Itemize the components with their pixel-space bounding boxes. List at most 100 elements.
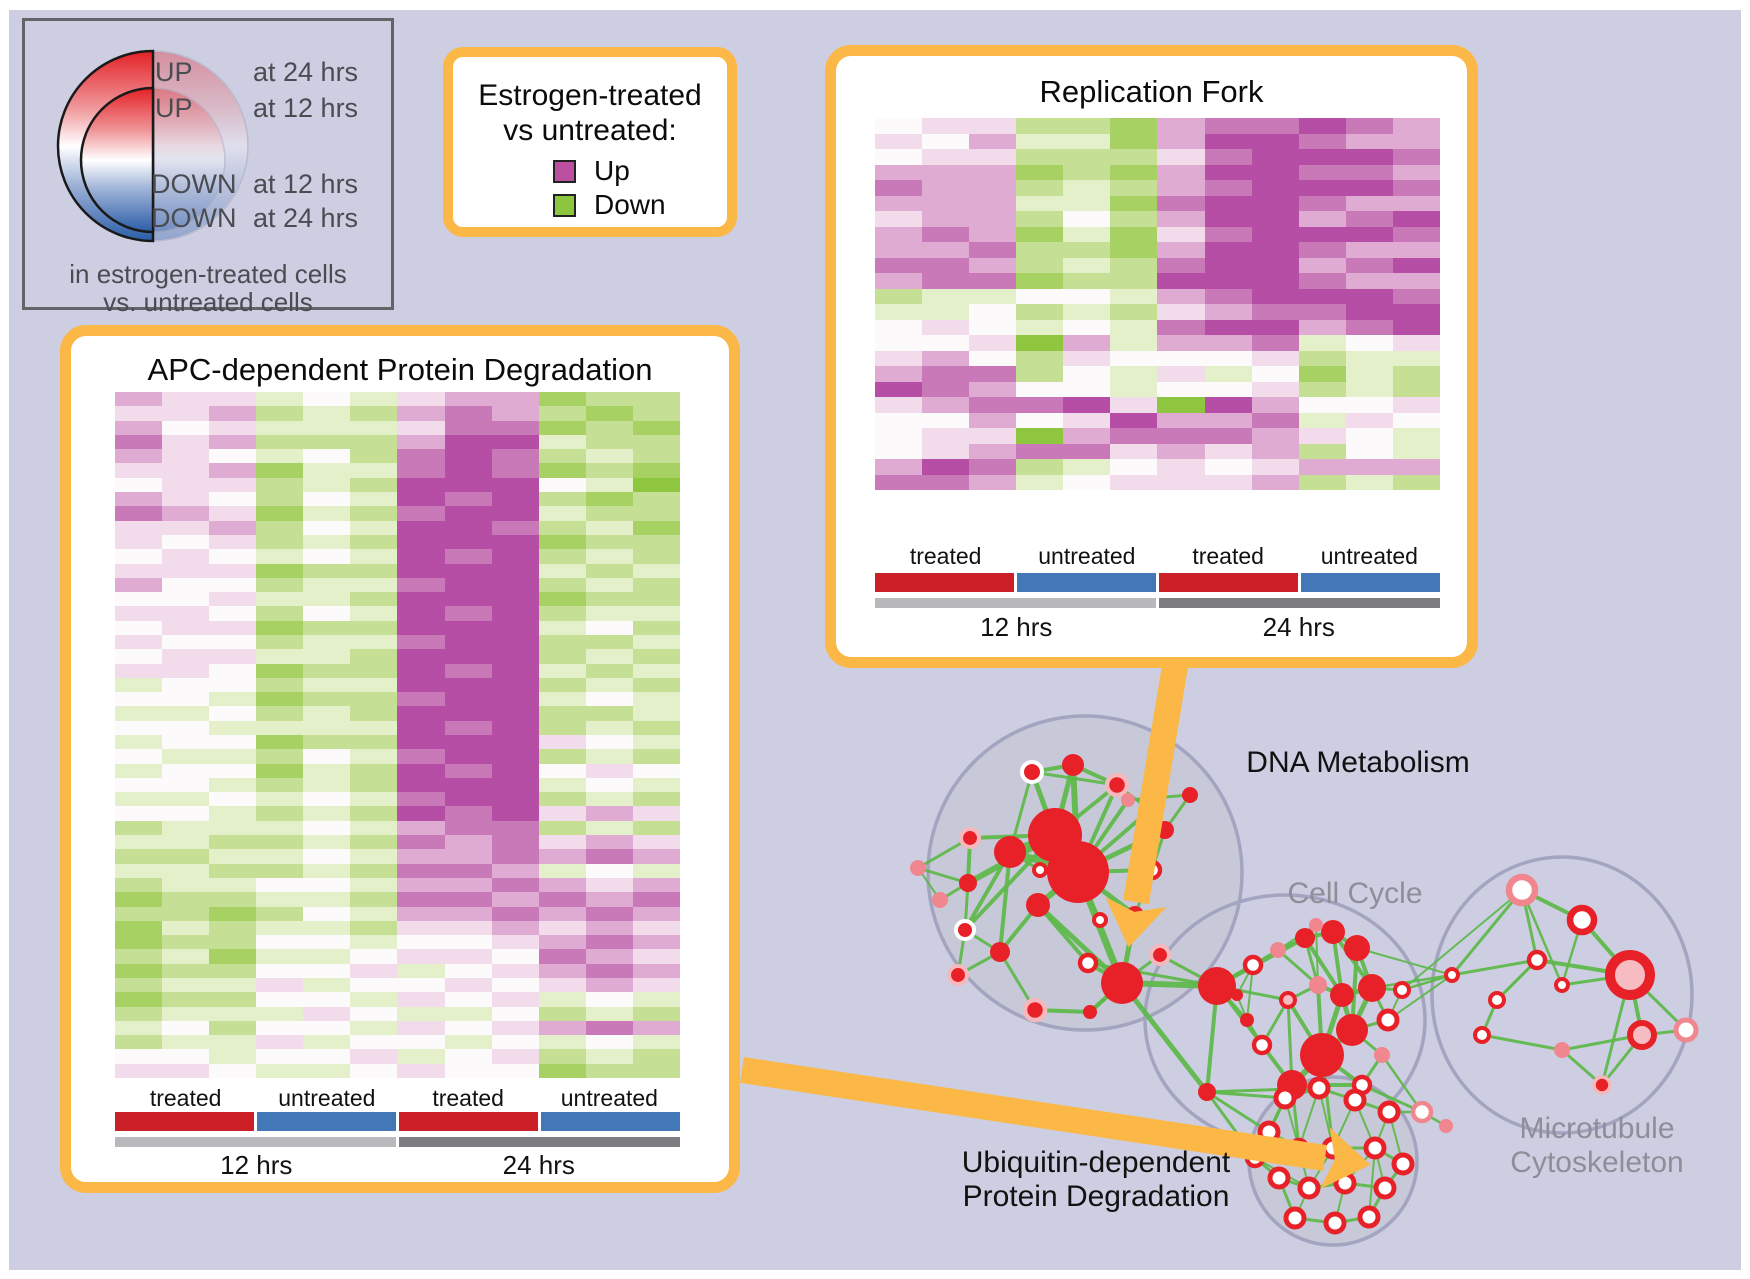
network-node xyxy=(1295,928,1315,948)
network-node xyxy=(1101,962,1143,1004)
apc-treated-bar-2 xyxy=(399,1112,538,1131)
color-key-title-line2: vs untreated: xyxy=(503,114,677,147)
network-edge xyxy=(1387,974,1453,1021)
replication-fork-heatmap xyxy=(875,118,1440,490)
network-node xyxy=(1344,935,1370,961)
network-node xyxy=(1148,943,1172,967)
apc-time-label-24hrs: 24 hrs xyxy=(502,1150,575,1180)
apc-time-colorbar xyxy=(115,1137,680,1147)
apc-12hrs-bar xyxy=(115,1137,396,1147)
network-node xyxy=(1270,942,1286,958)
network-node xyxy=(1032,862,1048,878)
network-node xyxy=(1283,1206,1307,1230)
legend-up-12-dir: UP xyxy=(155,93,193,123)
apc-heatmap xyxy=(115,392,680,1078)
rf-untreated-bar-2 xyxy=(1301,573,1440,592)
network-edge xyxy=(1480,1033,1564,1052)
rf-time-colorbar xyxy=(875,598,1440,608)
cluster-label-microtubule-cytoskeleton: Microtubule Cytoskeleton xyxy=(1510,1112,1684,1179)
rf-treated-bar-2 xyxy=(1159,573,1298,592)
network-node xyxy=(1309,976,1327,994)
rf-time-labels: 12 hrs 24 hrs xyxy=(875,612,1440,643)
legend-caption-line2: vs. untreated cells xyxy=(103,287,313,317)
network-node xyxy=(1526,949,1548,971)
legend-down-12-dir: DOWN xyxy=(151,169,237,199)
network-node xyxy=(1267,1166,1291,1190)
network-node xyxy=(1121,793,1135,807)
network-node xyxy=(1358,974,1386,1002)
network-node xyxy=(1473,1026,1491,1044)
network-node xyxy=(910,860,926,876)
down-color-swatch xyxy=(553,193,576,217)
network-edge xyxy=(1368,1147,1376,1218)
network-node xyxy=(1410,1100,1434,1124)
arrow-head-replication-fork-to-dna xyxy=(1105,896,1167,948)
network-node xyxy=(1336,1014,1368,1046)
network-node xyxy=(1231,989,1243,1001)
network-node xyxy=(1321,920,1345,944)
apc-group-label-untreated-24: untreated xyxy=(560,1085,658,1111)
rf-time-label-12hrs: 12 hrs xyxy=(980,612,1053,642)
network-node xyxy=(1373,1176,1397,1200)
network-node xyxy=(1297,1176,1321,1200)
network-node xyxy=(946,963,970,987)
legend-down-24-dir: DOWN xyxy=(151,203,237,233)
color-key-item-up: Up xyxy=(553,155,630,187)
network-node xyxy=(1377,1100,1401,1124)
updown-circles-glyph xyxy=(56,49,249,243)
network-node xyxy=(1251,1034,1273,1056)
rf-group-label-untreated-12: untreated xyxy=(1038,543,1136,569)
rf-group-labels: treated untreated treated untreated xyxy=(875,543,1440,570)
network-node xyxy=(959,874,977,892)
network-node xyxy=(1300,1033,1344,1077)
apc-treated-bar-1 xyxy=(115,1112,254,1131)
network-node xyxy=(1393,981,1411,999)
apc-24hrs-bar xyxy=(399,1137,680,1147)
apc-group-label-treated-24: treated xyxy=(432,1085,504,1111)
legend-caption-line1: in estrogen-treated cells xyxy=(69,259,347,289)
network-node xyxy=(1092,912,1108,928)
network-node xyxy=(1357,1205,1381,1229)
network-edge xyxy=(1520,888,1564,987)
network-edge xyxy=(1119,980,1210,1095)
down-color-label: Down xyxy=(594,189,666,220)
network-node xyxy=(1083,1005,1097,1019)
legend-down-12-time: at 12 hrs xyxy=(253,169,359,199)
legend-up-12-time: at 12 hrs xyxy=(253,93,359,123)
rf-treatment-colorbar xyxy=(875,573,1440,592)
network-node xyxy=(1505,873,1539,907)
network-node xyxy=(1439,1119,1453,1133)
network-node xyxy=(1026,893,1050,917)
network-node xyxy=(1330,983,1354,1007)
network-edge xyxy=(998,850,1012,954)
network-node xyxy=(1242,954,1264,976)
apc-time-label-12hrs: 12 hrs xyxy=(220,1150,293,1180)
apc-degradation-panel: APC-dependent Protein Degradation treate… xyxy=(60,325,740,1193)
up-color-label: Up xyxy=(594,155,630,186)
network-node xyxy=(1374,1047,1390,1063)
cluster-label-dna-metabolism: DNA Metabolism xyxy=(1246,746,1470,779)
estrogen-color-key: Estrogen-treated vs untreated: Up Down xyxy=(443,47,737,237)
arrow-shaft-apc-to-ubiquitin xyxy=(740,1057,1327,1171)
network-node xyxy=(932,892,948,908)
network-node xyxy=(1343,1088,1367,1112)
replication-fork-title: Replication Fork xyxy=(1039,74,1264,109)
network-edge xyxy=(1450,888,1524,977)
network-node xyxy=(1323,1211,1347,1235)
network-node xyxy=(1062,754,1084,776)
apc-untreated-bar-2 xyxy=(541,1112,680,1131)
rf-24hrs-bar xyxy=(1159,598,1440,608)
apc-group-label-treated-12: treated xyxy=(149,1085,222,1111)
rf-group-label-untreated-24: untreated xyxy=(1320,543,1418,569)
network-node xyxy=(1047,841,1109,903)
rf-group-label-treated-24: treated xyxy=(1192,543,1264,569)
legend-up-24-dir: UP xyxy=(155,57,193,87)
network-node xyxy=(958,826,982,850)
network-node xyxy=(1554,1042,1570,1058)
network-node xyxy=(1627,1020,1657,1050)
network-node xyxy=(1279,991,1297,1009)
network-node xyxy=(1020,760,1044,784)
network-node xyxy=(1198,967,1236,1005)
